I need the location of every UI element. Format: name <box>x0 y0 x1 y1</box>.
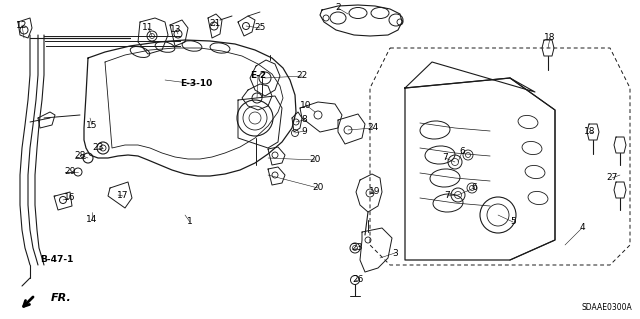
Text: 17: 17 <box>117 191 129 201</box>
Text: 16: 16 <box>64 194 76 203</box>
Text: B-47-1: B-47-1 <box>40 256 74 264</box>
Text: 1: 1 <box>187 218 193 226</box>
Text: 18: 18 <box>544 33 556 42</box>
Text: FR.: FR. <box>51 293 72 303</box>
Text: 10: 10 <box>300 100 312 109</box>
Text: 6: 6 <box>459 147 465 157</box>
Text: SDAAE0300A: SDAAE0300A <box>581 303 632 312</box>
Text: 2: 2 <box>335 4 341 12</box>
Text: 18: 18 <box>584 128 596 137</box>
Text: 5: 5 <box>510 218 516 226</box>
Text: 23: 23 <box>92 144 104 152</box>
Text: 28: 28 <box>74 151 86 160</box>
Text: 4: 4 <box>579 224 585 233</box>
Text: 20: 20 <box>309 155 321 165</box>
Text: 3: 3 <box>392 249 398 257</box>
Text: 11: 11 <box>142 24 154 33</box>
Text: 20: 20 <box>312 183 324 192</box>
Text: 23: 23 <box>351 243 363 253</box>
Text: 13: 13 <box>170 26 182 34</box>
Text: 26: 26 <box>352 276 364 285</box>
Text: 14: 14 <box>86 216 98 225</box>
Text: 19: 19 <box>369 188 381 197</box>
Text: 7: 7 <box>444 191 450 201</box>
Text: 7: 7 <box>442 153 448 162</box>
Text: 24: 24 <box>367 123 379 132</box>
Text: 21: 21 <box>209 19 221 28</box>
Text: E-3-10: E-3-10 <box>180 79 212 88</box>
Text: 22: 22 <box>296 71 308 80</box>
Text: 25: 25 <box>254 24 266 33</box>
Text: 9: 9 <box>301 127 307 136</box>
Text: 8: 8 <box>301 115 307 124</box>
Text: 6: 6 <box>471 183 477 192</box>
Text: E-2: E-2 <box>250 71 266 80</box>
Text: 12: 12 <box>16 20 28 29</box>
Text: 27: 27 <box>606 174 618 182</box>
Text: 15: 15 <box>86 121 98 130</box>
Text: 29: 29 <box>64 167 76 176</box>
